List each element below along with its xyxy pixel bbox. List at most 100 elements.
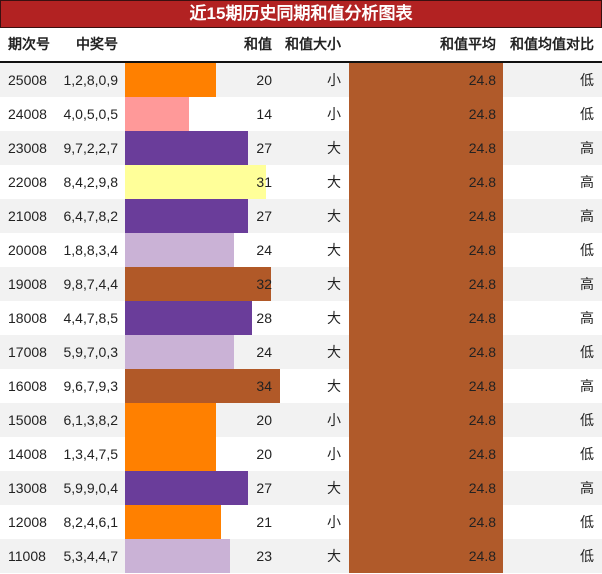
sum-bar xyxy=(125,301,252,335)
sum-size-cell: 小 xyxy=(327,106,341,122)
average-bar xyxy=(349,335,503,369)
average-compare-cell: 低 xyxy=(580,446,594,462)
average-bar xyxy=(349,199,503,233)
winning-numbers-cell: 8,4,2,9,8 xyxy=(63,174,119,190)
average-compare-cell: 高 xyxy=(580,174,594,190)
sum-average-cell: 24.8 xyxy=(468,242,496,258)
sum-average-cell: 24.8 xyxy=(468,514,496,530)
sum-bar xyxy=(125,369,280,403)
sum-value-cell: 28 xyxy=(256,310,272,326)
winning-numbers-cell: 9,6,7,9,3 xyxy=(63,378,119,394)
average-compare-cell: 高 xyxy=(580,378,594,394)
sum-bar xyxy=(125,335,234,369)
sum-average-cell: 24.8 xyxy=(468,480,496,496)
winning-numbers-cell: 4,0,5,0,5 xyxy=(63,106,119,122)
table-row: 20008 1,8,8,3,4 24 大 24.8 低 xyxy=(0,233,602,267)
sum-value-cell: 27 xyxy=(256,208,272,224)
winning-numbers-cell: 5,9,9,0,4 xyxy=(63,480,119,496)
chart-title: 近15期历史同期和值分析图表 xyxy=(0,0,602,28)
sum-value-cell: 23 xyxy=(256,548,272,564)
average-bar xyxy=(349,505,503,539)
sum-average-cell: 24.8 xyxy=(468,72,496,88)
issue-cell: 20008 xyxy=(8,242,47,258)
sum-size-cell: 大 xyxy=(327,208,341,224)
sum-average-cell: 24.8 xyxy=(468,140,496,156)
average-compare-cell: 低 xyxy=(580,72,594,88)
table-row: 22008 8,4,2,9,8 31 大 24.8 高 xyxy=(0,165,602,199)
average-bar xyxy=(349,301,503,335)
table-row: 11008 5,3,4,4,7 23 大 24.8 低 xyxy=(0,539,602,573)
header-avg: 和值平均 xyxy=(440,36,496,52)
table-row: 16008 9,6,7,9,3 34 大 24.8 高 xyxy=(0,369,602,403)
sum-value-cell: 24 xyxy=(256,344,272,360)
table-row: 12008 8,2,4,6,1 21 小 24.8 低 xyxy=(0,505,602,539)
sum-size-cell: 小 xyxy=(327,446,341,462)
winning-numbers-cell: 1,8,8,3,4 xyxy=(63,242,119,258)
average-compare-cell: 低 xyxy=(580,344,594,360)
issue-cell: 14008 xyxy=(8,446,47,462)
issue-cell: 17008 xyxy=(8,344,47,360)
sum-value-cell: 27 xyxy=(256,140,272,156)
table-body: 25008 1,2,8,0,9 20 小 24.8 低 24008 4,0,5,0,5 14 小 2… xyxy=(0,63,602,573)
winning-numbers-cell: 9,7,2,2,7 xyxy=(63,140,119,156)
sum-value-cell: 34 xyxy=(256,378,272,394)
issue-cell: 19008 xyxy=(8,276,47,292)
sum-average-cell: 24.8 xyxy=(468,174,496,190)
issue-cell: 25008 xyxy=(8,72,47,88)
issue-cell: 23008 xyxy=(8,140,47,156)
sum-size-cell: 小 xyxy=(327,412,341,428)
sum-bar xyxy=(125,437,216,471)
sum-average-cell: 24.8 xyxy=(468,378,496,394)
issue-cell: 18008 xyxy=(8,310,47,326)
table-header: 期次号 中奖号 和值 和值大小 和值平均 和值均值对比 xyxy=(0,28,602,63)
sum-value-cell: 20 xyxy=(256,72,272,88)
issue-cell: 16008 xyxy=(8,378,47,394)
average-compare-cell: 低 xyxy=(580,412,594,428)
sum-bar xyxy=(125,63,216,97)
table-row: 23008 9,7,2,2,7 27 大 24.8 高 xyxy=(0,131,602,165)
sum-average-cell: 24.8 xyxy=(468,412,496,428)
average-bar xyxy=(349,165,503,199)
issue-cell: 11008 xyxy=(8,548,46,564)
sum-size-cell: 大 xyxy=(327,140,341,156)
header-sum: 和值 xyxy=(244,36,272,52)
table-row: 13008 5,9,9,0,4 27 大 24.8 高 xyxy=(0,471,602,505)
table-row: 24008 4,0,5,0,5 14 小 24.8 低 xyxy=(0,97,602,131)
sum-average-cell: 24.8 xyxy=(468,310,496,326)
winning-numbers-cell: 6,1,3,8,2 xyxy=(63,412,119,428)
sum-size-cell: 大 xyxy=(327,344,341,360)
issue-cell: 13008 xyxy=(8,480,47,496)
sum-size-cell: 大 xyxy=(327,378,341,394)
issue-cell: 15008 xyxy=(8,412,47,428)
average-compare-cell: 低 xyxy=(580,242,594,258)
sum-bar xyxy=(125,539,230,573)
average-bar xyxy=(349,471,503,505)
sum-value-cell: 27 xyxy=(256,480,272,496)
average-compare-cell: 高 xyxy=(580,276,594,292)
sum-value-cell: 20 xyxy=(256,412,272,428)
sum-value-cell: 32 xyxy=(256,276,272,292)
sum-bar xyxy=(125,131,248,165)
average-bar xyxy=(349,233,503,267)
sum-value-cell: 21 xyxy=(256,514,272,530)
header-size: 和值大小 xyxy=(285,36,341,52)
sum-size-cell: 大 xyxy=(327,276,341,292)
header-issue: 期次号 xyxy=(8,36,50,52)
sum-average-cell: 24.8 xyxy=(468,446,496,462)
average-bar xyxy=(349,131,503,165)
winning-numbers-cell: 4,4,7,8,5 xyxy=(63,310,119,326)
average-compare-cell: 低 xyxy=(580,514,594,530)
header-compare: 和值均值对比 xyxy=(510,36,594,52)
sum-size-cell: 小 xyxy=(327,514,341,530)
header-numbers: 中奖号 xyxy=(76,36,118,52)
sum-size-cell: 大 xyxy=(327,480,341,496)
average-bar xyxy=(349,437,503,471)
average-compare-cell: 低 xyxy=(580,106,594,122)
winning-numbers-cell: 5,9,7,0,3 xyxy=(63,344,119,360)
sum-average-cell: 24.8 xyxy=(468,344,496,360)
sum-value-cell: 14 xyxy=(256,106,272,122)
table-row: 21008 6,4,7,8,2 27 大 24.8 高 xyxy=(0,199,602,233)
sum-average-cell: 24.8 xyxy=(468,106,496,122)
winning-numbers-cell: 8,2,4,6,1 xyxy=(63,514,119,530)
average-compare-cell: 高 xyxy=(580,208,594,224)
